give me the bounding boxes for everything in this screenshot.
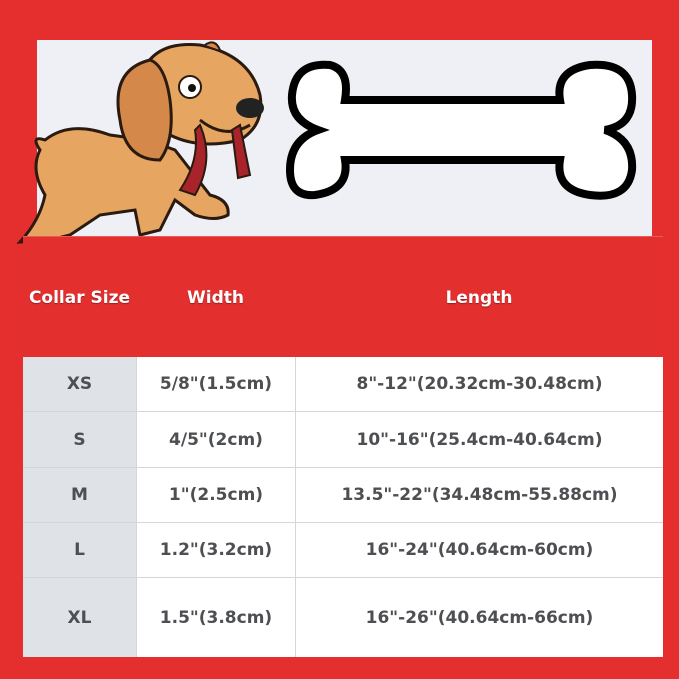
size-cell: XL bbox=[23, 578, 136, 657]
width-cell: 1"(2.5cm) bbox=[136, 468, 295, 522]
length-cell: 10"-16"(25.4cm-40.64cm) bbox=[295, 412, 663, 467]
header-length: Length bbox=[445, 287, 513, 308]
header-collar-size: Collar Size bbox=[28, 287, 131, 308]
width-cell: 1.2"(3.2cm) bbox=[136, 523, 295, 577]
width-cell: 4/5"(2cm) bbox=[136, 412, 295, 467]
size-cell: M bbox=[23, 468, 136, 522]
banner-illustration bbox=[16, 41, 637, 244]
length-cell: 13.5"-22"(34.48cm-55.88cm) bbox=[295, 468, 663, 522]
header-width: Width bbox=[187, 287, 244, 308]
table-header: Collar Size Width Length bbox=[23, 236, 663, 358]
width-cell: 5/8"(1.5cm) bbox=[136, 357, 295, 411]
length-cell: 16"-26"(40.64cm-66cm) bbox=[295, 578, 663, 657]
size-cell: L bbox=[23, 523, 136, 577]
table-row: M 1"(2.5cm) 13.5"-22"(34.48cm-55.88cm) bbox=[23, 468, 663, 523]
table-row: XS 5/8"(1.5cm) 8"-12"(20.32cm-30.48cm) bbox=[23, 357, 663, 412]
size-cell: S bbox=[23, 412, 136, 467]
length-cell: 16"-24"(40.64cm-60cm) bbox=[295, 523, 663, 577]
width-cell: 1.5"(3.8cm) bbox=[136, 578, 295, 657]
size-cell: XS bbox=[23, 357, 136, 411]
table-row: S 4/5"(2cm) 10"-16"(25.4cm-40.64cm) bbox=[23, 412, 663, 468]
table-row: XL 1.5"(3.8cm) 16"-26"(40.64cm-66cm) bbox=[23, 578, 663, 657]
table-row: L 1.2"(3.2cm) 16"-24"(40.64cm-60cm) bbox=[23, 523, 663, 578]
length-cell: 8"-12"(20.32cm-30.48cm) bbox=[295, 357, 663, 411]
bone-icon bbox=[285, 60, 637, 200]
dog-illustration bbox=[16, 41, 264, 244]
size-chart-table: Collar Size Width Length XS 5/8"(1.5cm) … bbox=[23, 236, 663, 657]
